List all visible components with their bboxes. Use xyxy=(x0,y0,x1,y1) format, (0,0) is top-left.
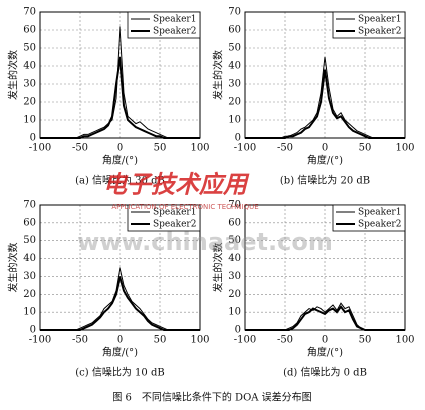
plot-frame xyxy=(39,204,201,331)
y-tick-label: 50 xyxy=(23,43,36,54)
data-line xyxy=(245,305,405,331)
y-tick-label: 50 xyxy=(23,235,36,246)
y-tick-label: 20 xyxy=(23,289,36,300)
y-tick-label: 10 xyxy=(228,115,241,126)
y-tick-label: 40 xyxy=(228,61,241,72)
legend-label: Speaker1 xyxy=(358,15,401,25)
y-tick-label: 20 xyxy=(23,97,36,108)
data-line xyxy=(40,56,200,139)
watermark-url: www.chinaaet.com xyxy=(77,228,333,256)
y-tick-label: 60 xyxy=(228,25,241,36)
y-tick-label: 0 xyxy=(30,133,36,144)
x-axis-label: 角度/(°) xyxy=(102,154,138,167)
legend-box xyxy=(127,204,201,232)
legend-label: Speaker2 xyxy=(358,27,401,37)
x-tick-label: -100 xyxy=(234,143,256,154)
y-tick-label: 50 xyxy=(228,235,241,246)
y-tick-label: 30 xyxy=(228,79,241,90)
legend-label: Speaker1 xyxy=(153,15,196,25)
watermark-logo: 电子技术应用 xyxy=(103,170,250,199)
y-tick-label: 0 xyxy=(235,133,241,144)
legend: Speaker1 Speaker2 xyxy=(127,204,201,232)
y-tick-label: 70 xyxy=(23,7,36,18)
chart-title: (d) 信噪比为 0 dB xyxy=(283,367,367,379)
x-tick-label: 50 xyxy=(359,143,372,154)
x-tick-label: 100 xyxy=(395,335,414,346)
x-axis-label: 角度/(°) xyxy=(307,346,343,359)
x-tick-label: -100 xyxy=(234,335,256,346)
y-tick-label: 10 xyxy=(23,115,36,126)
legend: Speaker1 Speaker2 xyxy=(332,204,406,232)
y-tick-label: 30 xyxy=(228,271,241,282)
y-tick-label: 50 xyxy=(228,43,241,54)
y-tick-label: 20 xyxy=(228,289,241,300)
y-axis-label: 发生的次数 xyxy=(212,50,225,100)
y-tick-label: 20 xyxy=(228,97,241,108)
x-tick-label: -50 xyxy=(277,143,293,154)
x-tick-label: 0 xyxy=(117,335,123,346)
legend: Speaker1 Speaker2 xyxy=(127,11,201,39)
legend-label: Speaker2 xyxy=(153,27,196,37)
x-tick-label: 0 xyxy=(322,143,328,154)
y-tick-label: 30 xyxy=(23,79,36,90)
legend-label: Speaker2 xyxy=(153,220,196,230)
x-tick-label: 100 xyxy=(395,143,414,154)
chart-title: (a) 信噪比为 30 dB xyxy=(75,175,165,187)
x-tick-label: 0 xyxy=(117,143,123,154)
x-tick-label: 100 xyxy=(190,143,209,154)
plot-frame xyxy=(244,204,406,331)
x-tick-label: -100 xyxy=(29,335,51,346)
figure-caption: 图 6 不同信噪比条件下的 DOA 误差分布图 xyxy=(112,391,311,404)
y-axis-label: 发生的次数 xyxy=(212,243,225,293)
y-tick-label: 70 xyxy=(228,200,241,211)
legend-box xyxy=(332,11,406,39)
legend-label: Speaker1 xyxy=(153,208,196,218)
y-tick-label: 60 xyxy=(23,217,36,228)
x-axis-label: 角度/(°) xyxy=(307,154,343,167)
legend-label: Speaker2 xyxy=(358,220,401,230)
y-axis-label: 发生的次数 xyxy=(7,50,20,100)
plot-frame xyxy=(39,11,201,139)
legend-box xyxy=(332,204,406,232)
x-tick-label: 100 xyxy=(190,335,209,346)
y-tick-label: 60 xyxy=(228,217,241,228)
chart-title: (b) 信噪比为 20 dB xyxy=(280,175,370,187)
y-tick-label: 0 xyxy=(30,325,36,336)
x-axis-label: 角度/(°) xyxy=(102,346,138,359)
x-tick-label: 50 xyxy=(359,335,372,346)
y-tick-label: 0 xyxy=(235,325,241,336)
data-line xyxy=(40,276,200,331)
legend-label: Speaker1 xyxy=(358,208,401,218)
y-tick-label: 10 xyxy=(23,307,36,318)
x-tick-label: -50 xyxy=(277,335,293,346)
x-tick-label: -100 xyxy=(29,143,51,154)
y-tick-label: 70 xyxy=(23,200,36,211)
y-tick-label: 40 xyxy=(228,253,241,264)
y-tick-label: 30 xyxy=(23,271,36,282)
x-tick-label: 50 xyxy=(154,143,167,154)
x-tick-label: -50 xyxy=(72,143,88,154)
y-tick-label: 10 xyxy=(228,307,241,318)
chart-title: (c) 信噪比为 10 dB xyxy=(75,367,164,379)
data-line xyxy=(245,69,405,139)
plot-frame xyxy=(244,11,406,139)
legend-box xyxy=(127,11,201,39)
y-axis-label: 发生的次数 xyxy=(7,243,20,293)
y-tick-label: 40 xyxy=(23,61,36,72)
legend: Speaker1 Speaker2 xyxy=(332,11,406,39)
x-tick-label: 0 xyxy=(322,335,328,346)
watermark-subtitle: APPLICATION OF ELECTRONIC TECHNIQUE xyxy=(111,203,258,211)
y-tick-label: 70 xyxy=(228,7,241,18)
x-tick-label: -50 xyxy=(72,335,88,346)
x-tick-label: 50 xyxy=(154,335,167,346)
y-tick-label: 60 xyxy=(23,25,36,36)
y-tick-label: 40 xyxy=(23,253,36,264)
